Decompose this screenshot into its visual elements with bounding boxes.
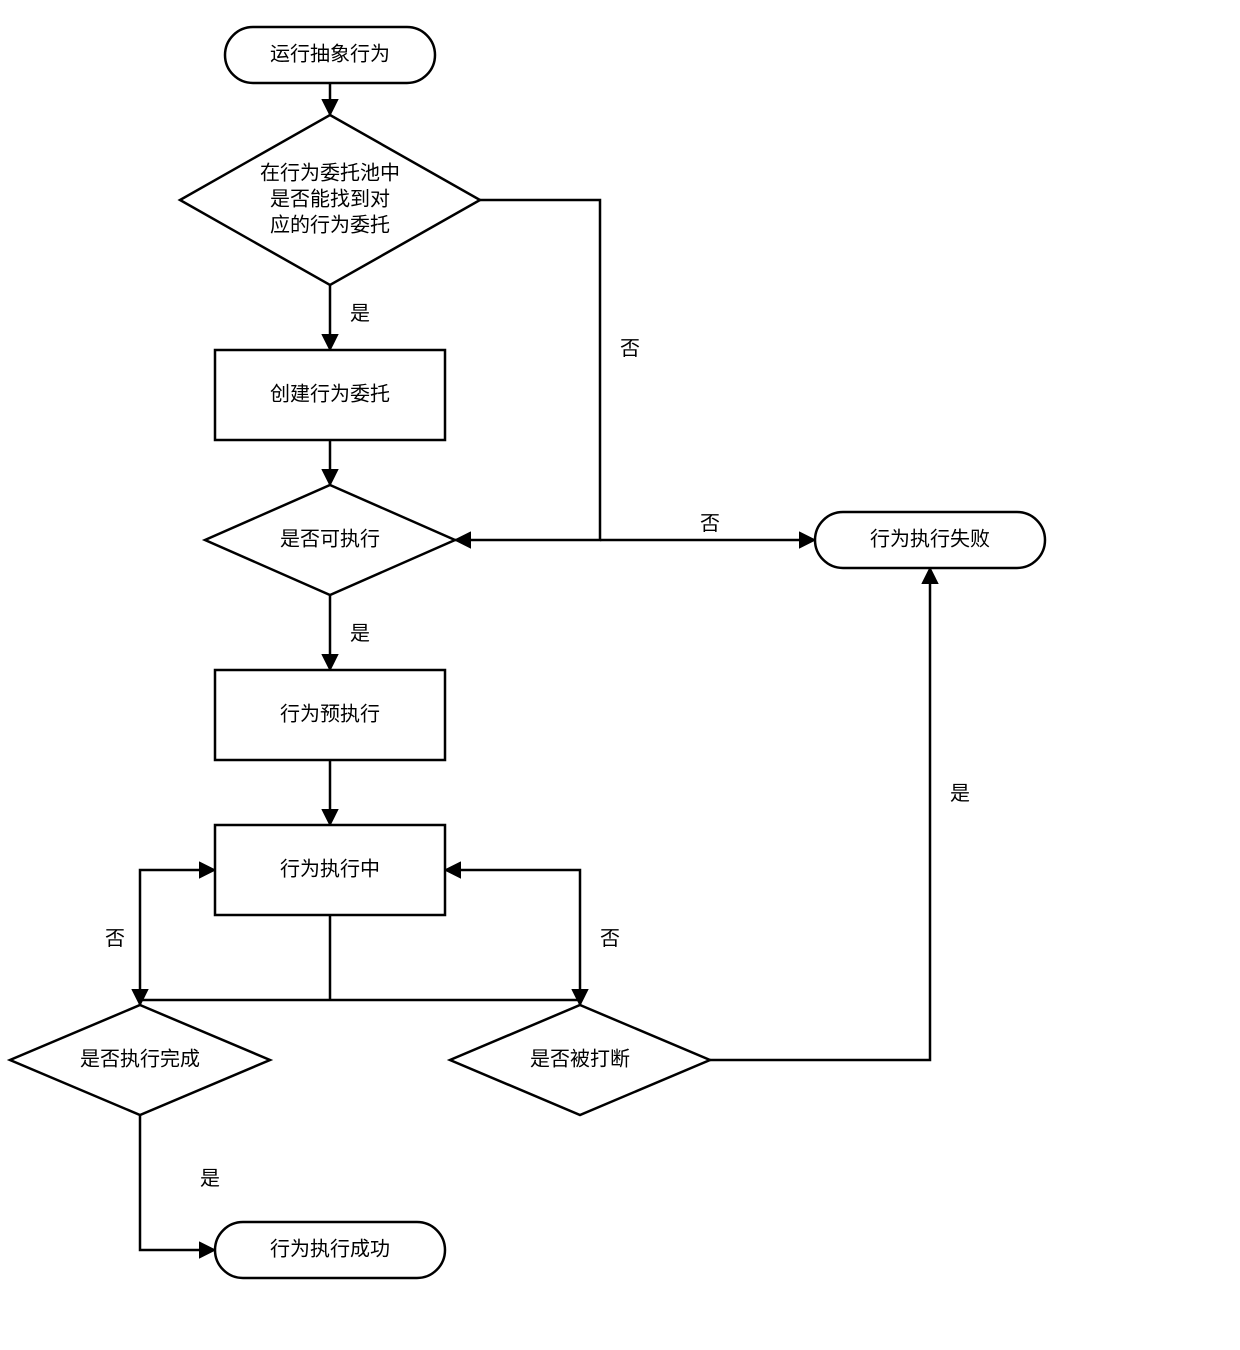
edge-split-d_interrupt [330, 1000, 580, 1005]
node-start: 运行抽象行为 [225, 27, 435, 83]
node-d_done: 是否执行完成 [10, 1005, 270, 1115]
edge-label: 否 [105, 928, 125, 950]
edge-split-d_done [140, 1000, 330, 1005]
node-p_create: 创建行为委托 [215, 350, 445, 440]
node-label: 是否可执行 [280, 527, 380, 550]
node-label: 是否能找到对 [270, 187, 390, 210]
node-label: 应的行为委托 [270, 213, 390, 236]
edge-d_find-d_exec [455, 200, 600, 540]
edge-label: 否 [700, 513, 720, 535]
edge-d_done-p_running [140, 870, 215, 1005]
edge-label: 是 [950, 783, 970, 805]
flowchart-canvas: 是否否是否否是是运行抽象行为在行为委托池中是否能找到对应的行为委托创建行为委托是… [0, 0, 1240, 1350]
node-d_interrupt: 是否被打断 [450, 1005, 710, 1115]
node-label: 运行抽象行为 [270, 42, 390, 65]
node-label: 在行为委托池中 [260, 161, 400, 184]
edge-label: 否 [600, 928, 620, 950]
node-label: 行为执行中 [280, 857, 380, 880]
node-d_find: 在行为委托池中是否能找到对应的行为委托 [180, 115, 480, 285]
node-label: 创建行为委托 [270, 382, 390, 405]
node-label: 行为执行失败 [870, 527, 990, 550]
node-t_success: 行为执行成功 [215, 1222, 445, 1278]
node-t_fail: 行为执行失败 [815, 512, 1045, 568]
node-d_exec: 是否可执行 [205, 485, 455, 595]
node-label: 是否执行完成 [80, 1047, 200, 1070]
node-label: 是否被打断 [530, 1047, 630, 1070]
node-label: 行为执行成功 [270, 1237, 390, 1260]
edge-d_interrupt-p_running [445, 870, 580, 1005]
node-label: 行为预执行 [280, 702, 380, 725]
edge-label: 是 [200, 1168, 220, 1190]
edge-label: 是 [350, 623, 370, 645]
nodes-group: 运行抽象行为在行为委托池中是否能找到对应的行为委托创建行为委托是否可执行行为执行… [10, 27, 1045, 1278]
edge-label: 否 [620, 338, 640, 360]
node-p_running: 行为执行中 [215, 825, 445, 915]
edge-label: 是 [350, 303, 370, 325]
node-p_preexec: 行为预执行 [215, 670, 445, 760]
edge-d_interrupt-t_fail [710, 568, 930, 1060]
